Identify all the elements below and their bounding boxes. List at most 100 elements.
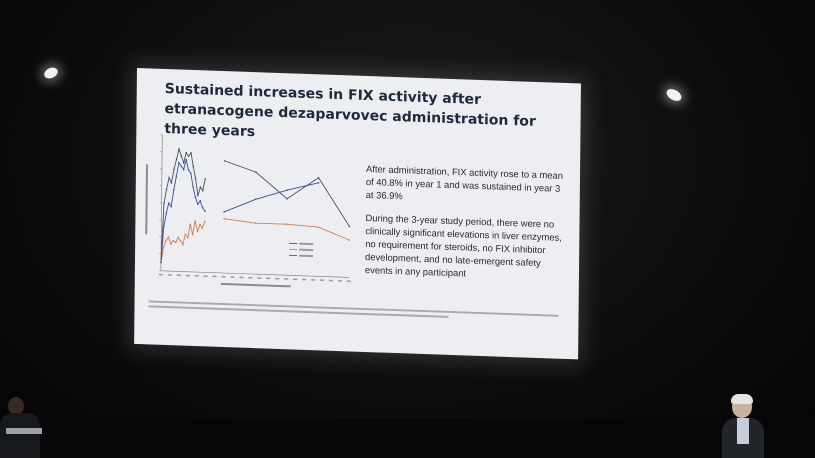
x-tick-label-illegible bbox=[284, 278, 289, 280]
data-point-series-3 bbox=[178, 161, 180, 164]
x-tick-label-illegible bbox=[167, 274, 172, 276]
footnote-scribble bbox=[148, 300, 559, 318]
legend-label-illegible-3 bbox=[299, 254, 314, 258]
data-point-series-2 bbox=[179, 240, 182, 242]
x-axis bbox=[160, 270, 349, 278]
x-tick-label-illegible bbox=[337, 280, 342, 282]
seated-person-head bbox=[8, 397, 24, 415]
x-tick-label-illegible bbox=[212, 275, 217, 278]
data-point-series-1 bbox=[175, 158, 178, 160]
data-point-series-3 bbox=[204, 210, 206, 212]
data-point-series-2 bbox=[317, 226, 319, 228]
x-tick-label-illegible bbox=[319, 279, 324, 282]
data-point-series-1 bbox=[163, 202, 165, 204]
data-point-series-3 bbox=[180, 165, 183, 167]
x-tick-label-illegible bbox=[328, 279, 333, 282]
x-tick-label-illegible bbox=[346, 280, 351, 282]
data-point-series-3 bbox=[254, 198, 257, 201]
data-point-series-1 bbox=[187, 155, 190, 158]
data-point-series-1 bbox=[190, 152, 192, 154]
data-point-series-1 bbox=[194, 177, 197, 180]
x-tick-label-illegible bbox=[257, 277, 262, 279]
data-point-series-3 bbox=[192, 186, 194, 188]
data-point-series-2 bbox=[162, 246, 165, 248]
data-point-series-3 bbox=[199, 200, 201, 202]
data-point-series-3 bbox=[223, 211, 225, 213]
data-point-series-1 bbox=[255, 171, 257, 173]
seated-person bbox=[0, 395, 48, 458]
projection-screen: Sustained increases in FIX activity afte… bbox=[134, 68, 581, 360]
data-point-series-1 bbox=[197, 194, 199, 197]
data-point-series-2 bbox=[285, 223, 288, 226]
x-tick-label-illegible bbox=[275, 277, 280, 280]
data-point-series-2 bbox=[203, 220, 206, 223]
data-point-series-3 bbox=[160, 261, 162, 264]
data-point-series-2 bbox=[184, 233, 187, 236]
data-point-series-3 bbox=[168, 202, 170, 204]
data-point-series-3 bbox=[165, 212, 168, 215]
data-point-series-3 bbox=[182, 168, 185, 171]
data-point-series-2 bbox=[196, 230, 199, 233]
data-point-series-2 bbox=[186, 236, 189, 239]
data-point-series-1 bbox=[168, 176, 170, 179]
legend-label-illegible-1 bbox=[299, 242, 314, 246]
data-point-series-2 bbox=[177, 236, 179, 239]
x-tick-label-illegible bbox=[311, 279, 316, 281]
x-tick-label-illegible bbox=[266, 277, 271, 280]
data-point-series-3 bbox=[196, 203, 199, 205]
data-point-series-2 bbox=[174, 241, 177, 244]
data-point-series-3 bbox=[201, 206, 204, 209]
x-tick-label-illegible bbox=[176, 274, 181, 277]
data-point-series-1 bbox=[173, 168, 175, 171]
data-point-series-2 bbox=[348, 239, 351, 241]
x-tick-label-illegible bbox=[185, 274, 190, 277]
data-point-series-3 bbox=[162, 225, 165, 228]
data-point-series-1 bbox=[178, 148, 180, 150]
series-line-1 bbox=[160, 147, 350, 263]
chart-svg bbox=[145, 134, 351, 288]
data-point-series-1 bbox=[192, 165, 195, 168]
data-point-series-1 bbox=[348, 225, 351, 228]
x-tick-label-illegible bbox=[239, 276, 244, 279]
data-point-series-2 bbox=[191, 233, 194, 236]
data-point-series-3 bbox=[187, 169, 190, 171]
data-point-series-1 bbox=[223, 160, 226, 162]
data-point-series-3 bbox=[194, 196, 197, 199]
data-point-series-2 bbox=[194, 220, 196, 222]
seated-person-body bbox=[0, 413, 40, 458]
data-point-series-2 bbox=[182, 243, 184, 246]
data-point-series-2 bbox=[254, 222, 257, 224]
data-point-series-3 bbox=[175, 175, 178, 177]
data-point-series-1 bbox=[182, 162, 185, 164]
x-tick-label-illegible bbox=[293, 278, 298, 281]
data-point-series-1 bbox=[180, 155, 183, 157]
presenter-shirt bbox=[737, 418, 749, 444]
series-line-2 bbox=[160, 218, 350, 263]
data-point-series-3 bbox=[185, 158, 187, 161]
data-point-series-3 bbox=[317, 182, 320, 184]
x-tick-label-illegible bbox=[203, 275, 208, 277]
data-point-series-2 bbox=[223, 217, 225, 220]
data-point-series-2 bbox=[167, 236, 170, 238]
data-point-series-3 bbox=[190, 172, 192, 175]
presenter bbox=[722, 394, 764, 458]
laptop bbox=[6, 428, 42, 434]
x-tick-label-illegible bbox=[230, 276, 235, 278]
x-tick-label-illegible bbox=[302, 278, 307, 281]
data-point-series-2 bbox=[165, 239, 167, 242]
data-point-series-2 bbox=[201, 227, 204, 229]
slide-paragraph-1: After administration, FIX activity rose … bbox=[365, 163, 564, 202]
series-line-3 bbox=[160, 159, 319, 263]
data-point-series-1 bbox=[185, 151, 188, 154]
x-tick-label-illegible bbox=[194, 275, 199, 277]
x-tick-label-illegible bbox=[248, 276, 253, 279]
data-point-series-1 bbox=[201, 189, 204, 192]
data-point-series-1 bbox=[204, 178, 207, 180]
data-point-series-3 bbox=[286, 189, 288, 192]
stage-front bbox=[0, 418, 815, 458]
data-point-series-1 bbox=[170, 182, 173, 184]
x-tick-label-illegible bbox=[158, 273, 163, 276]
legend-label-illegible-2 bbox=[299, 248, 314, 252]
data-point-series-2 bbox=[199, 223, 201, 226]
data-point-series-1 bbox=[286, 197, 288, 200]
